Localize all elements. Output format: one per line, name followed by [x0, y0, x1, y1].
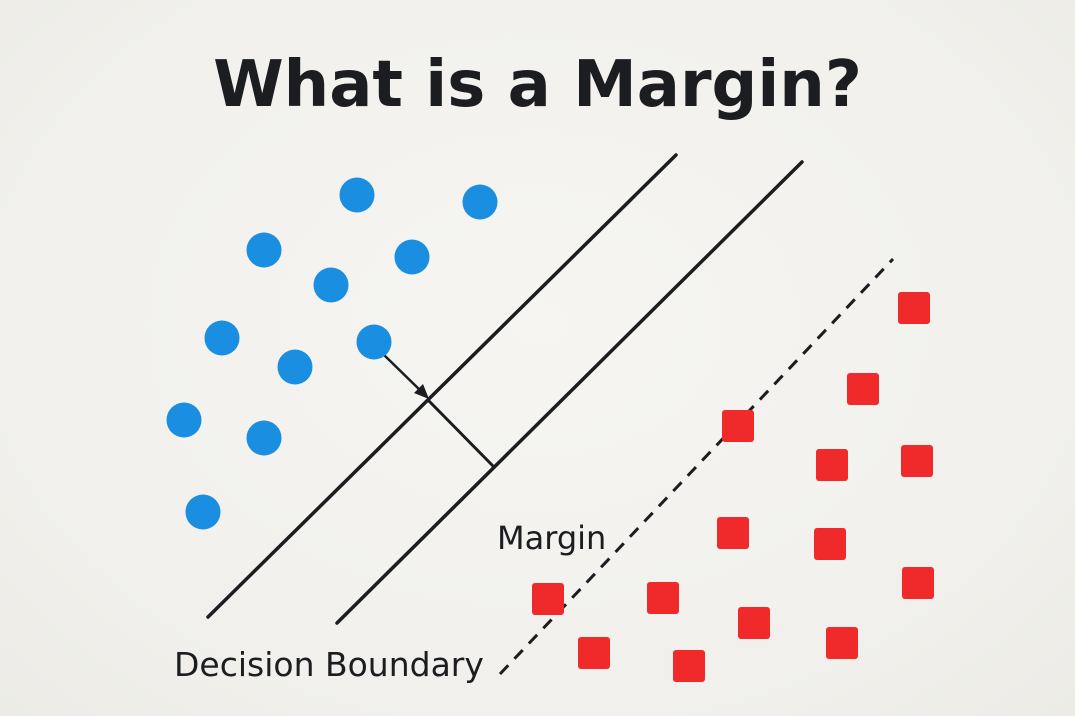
class-b-point — [578, 637, 610, 669]
class-b-point — [814, 528, 846, 560]
class-a-point — [339, 177, 375, 213]
class-a-point — [185, 494, 221, 530]
class-b-point — [717, 517, 749, 549]
class-a-point — [394, 239, 430, 275]
class-a-point — [204, 320, 240, 356]
arrow-shaft — [380, 351, 426, 396]
decision-boundary-label: Decision Boundary — [174, 645, 484, 684]
class-a-point — [356, 324, 392, 360]
class-b-point — [816, 449, 848, 481]
class-b-point — [722, 410, 754, 442]
left-margin-line — [206, 153, 678, 619]
class-b-point — [847, 373, 879, 405]
class-b-point — [738, 607, 770, 639]
class-a-point — [246, 232, 282, 268]
class-b-point — [647, 582, 679, 614]
dashed-boundary-line — [498, 257, 895, 676]
diagram-title: What is a Margin? — [213, 48, 862, 122]
class-b-point — [532, 583, 564, 615]
class-a-points — [166, 177, 498, 530]
right-margin-line — [335, 160, 804, 625]
class-a-point — [246, 420, 282, 456]
class-b-point — [902, 567, 934, 599]
class-b-point — [826, 627, 858, 659]
class-a-point — [313, 267, 349, 303]
class-b-point — [673, 650, 705, 682]
class-a-point — [166, 402, 202, 438]
arrow-head-icon — [414, 384, 429, 399]
class-b-point — [898, 292, 930, 324]
class-b-points — [532, 292, 934, 682]
class-b-point — [901, 445, 933, 477]
margin-label: Margin — [497, 519, 607, 557]
margin-width-line — [426, 398, 496, 469]
class-a-point — [277, 349, 313, 385]
class-a-point — [462, 184, 498, 220]
